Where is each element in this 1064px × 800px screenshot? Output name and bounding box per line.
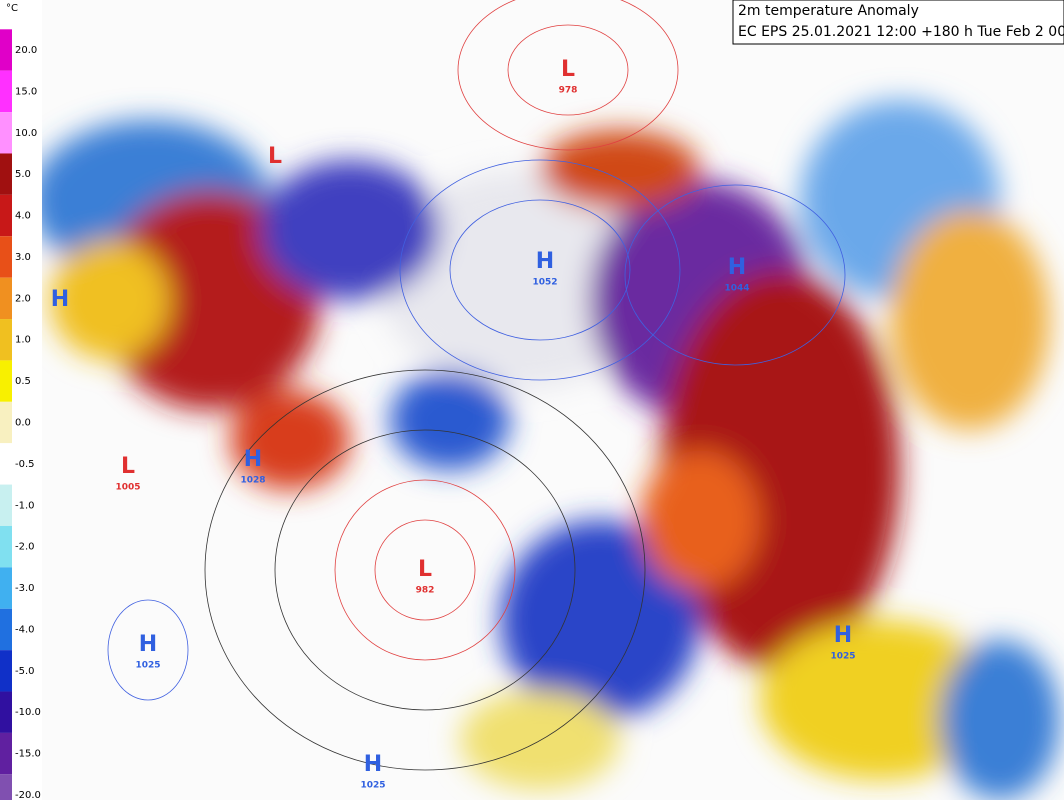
system-pressure: 978 <box>559 86 578 96</box>
legend-unit: °C <box>6 3 18 14</box>
legend-label: -10.0 <box>15 707 41 718</box>
system-pressure: 1025 <box>135 661 160 671</box>
legend-swatch <box>0 443 12 485</box>
system-symbol: L <box>121 454 135 479</box>
legend-swatch <box>0 319 12 361</box>
legend-label: -15.0 <box>15 749 41 760</box>
system-symbol: L <box>418 557 432 582</box>
legend-label: 0.5 <box>15 376 31 387</box>
system-symbol: H <box>244 447 262 472</box>
system-symbol: H <box>834 623 852 648</box>
legend-swatch <box>0 153 12 195</box>
legend-swatch <box>0 525 12 568</box>
title-box: 2m temperature Anomaly EC EPS 25.01.2021… <box>732 0 1064 45</box>
legend-label: 3.0 <box>15 252 31 263</box>
system-symbol: H <box>51 287 69 312</box>
legend-label: -4.0 <box>15 624 35 635</box>
title-background <box>732 0 1064 45</box>
system-pressure: 1025 <box>360 781 385 791</box>
system-symbol: H <box>364 752 382 777</box>
subtitle: EC EPS 25.01.2021 12:00 +180 h Tue Feb 2… <box>738 24 1064 40</box>
legend-label: -1.0 <box>15 500 35 511</box>
title: 2m temperature Anomaly <box>738 3 919 19</box>
legend-swatch <box>0 401 12 444</box>
legend-swatch <box>0 567 12 609</box>
system-symbol: H <box>536 249 554 274</box>
legend-swatch <box>0 194 12 237</box>
color-legend: °C 20.0 15.0 10.0 5.0 4.0 3.0 2.0 1.0 0.5 0.0 -0.5… <box>0 0 42 800</box>
system-symbol: H <box>728 255 746 280</box>
legend-label: 4.0 <box>15 211 31 222</box>
legend-swatch <box>0 484 12 526</box>
legend-label: 15.0 <box>15 86 37 97</box>
system-pressure: 1005 <box>115 483 140 493</box>
legend-label: 2.0 <box>15 293 31 304</box>
legend-swatch <box>0 29 12 71</box>
legend-swatch <box>0 277 12 320</box>
system-symbol: L <box>268 144 282 169</box>
legend-swatch <box>0 732 12 775</box>
legend-label: -5.0 <box>15 666 35 677</box>
legend-label: -0.5 <box>15 459 35 470</box>
legend-label: -2.0 <box>15 542 35 553</box>
system-pressure: 1028 <box>240 476 265 486</box>
legend-swatch <box>0 70 12 113</box>
legend-label: 10.0 <box>15 128 37 139</box>
legend-label: 20.0 <box>15 45 37 56</box>
legend-label: 1.0 <box>15 335 31 346</box>
legend-swatch <box>0 360 12 402</box>
legend-label: -20.0 <box>15 790 41 800</box>
system-pressure: 1052 <box>532 278 557 288</box>
legend-swatch <box>0 608 12 651</box>
system-pressure: 1044 <box>724 284 749 294</box>
legend-swatch <box>0 236 12 278</box>
system-symbol: L <box>561 57 575 82</box>
legend-label: -3.0 <box>15 583 35 594</box>
legend-swatch <box>0 691 12 733</box>
system-pressure: 982 <box>416 586 435 596</box>
system-symbol: H <box>139 632 157 657</box>
legend-swatch <box>0 112 12 154</box>
isobars <box>107 0 846 771</box>
legend-swatch <box>0 774 12 800</box>
legend-label: 5.0 <box>15 169 31 180</box>
legend-label: 0.0 <box>15 418 31 429</box>
legend-swatch <box>0 650 12 692</box>
system-pressure: 1025 <box>830 652 855 662</box>
temperature-field <box>30 100 1060 800</box>
